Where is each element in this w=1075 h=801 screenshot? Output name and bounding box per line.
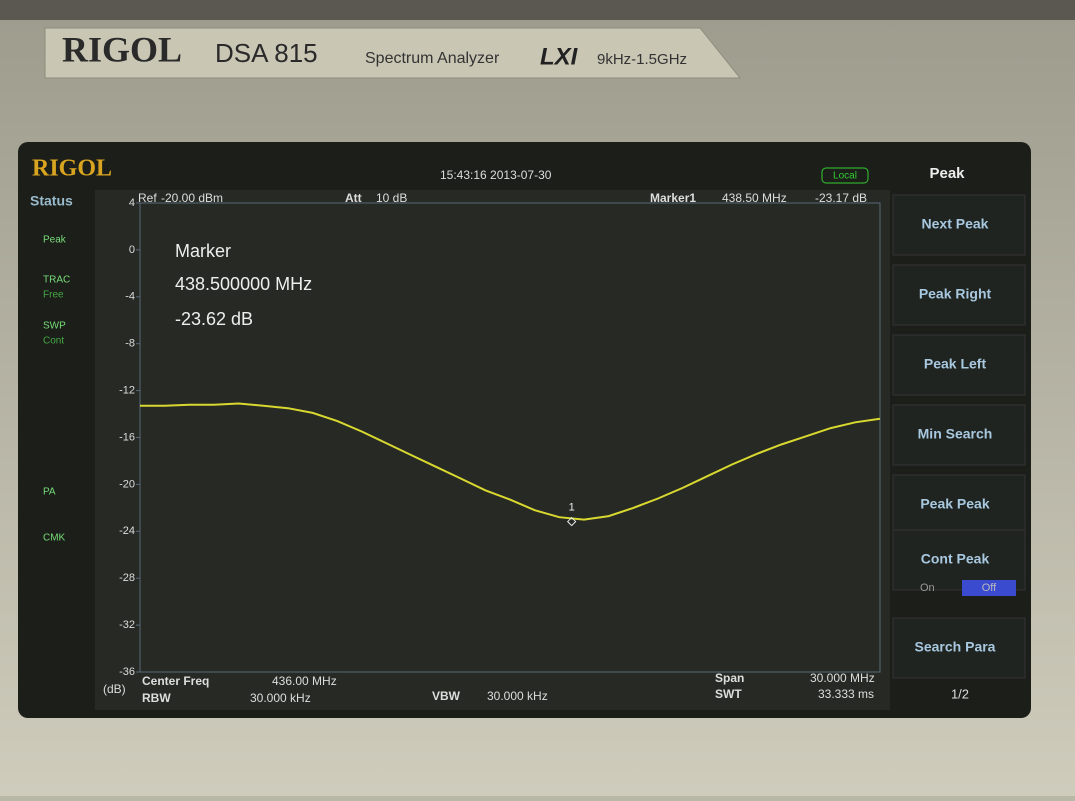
menu-page: 1/2: [951, 686, 969, 701]
softkey-label[interactable]: Search Para: [915, 639, 996, 655]
status-item: Peak: [43, 235, 67, 246]
y-tick-label: 4: [129, 197, 135, 209]
y-tick-label: -8: [125, 338, 135, 350]
y-tick-label: -4: [125, 291, 135, 303]
marker-box-title: Marker: [175, 241, 231, 261]
marker-box-freq: 438.500000 MHz: [175, 274, 312, 294]
marker-box-value: -23.62 dB: [175, 309, 253, 329]
logo: RIGOL: [62, 29, 182, 69]
softkey-label[interactable]: Peak Left: [924, 356, 987, 372]
y-tick-label: 0: [129, 244, 135, 256]
footer-label: Span: [715, 671, 744, 685]
menu-title: Peak: [929, 165, 965, 182]
softkey-label[interactable]: Peak Right: [919, 286, 992, 302]
status-title: Status: [30, 193, 73, 209]
local: Local: [833, 171, 857, 182]
status-item: PA: [43, 487, 56, 498]
analyzer: RIGOL DSA 815 Spectrum Analyzer LXI 9kHz…: [0, 0, 1075, 796]
footer-value: 30.000 MHz: [810, 671, 875, 685]
status-item: TRAC: [43, 275, 70, 286]
y-tick-label: -28: [119, 572, 135, 584]
footer-value: 33.333 ms: [818, 687, 874, 701]
screen-brand: RIGOL: [32, 156, 112, 182]
softkey-label[interactable]: Min Search: [918, 426, 993, 442]
footer-value: 436.00 MHz: [272, 674, 337, 688]
top-edge: [0, 0, 1075, 20]
y-tick-label: -32: [119, 619, 135, 631]
softkey-label[interactable]: Cont Peak: [921, 551, 990, 567]
softkey-label[interactable]: Next Peak: [922, 216, 989, 232]
footer-label: SWT: [715, 687, 742, 701]
toggle-off[interactable]: Off: [982, 582, 997, 594]
footer-value: 30.000 kHz: [487, 689, 548, 703]
model: DSA 815: [215, 38, 318, 68]
y-tick-label: -36: [119, 666, 135, 678]
footer-label: RBW: [142, 691, 171, 705]
y-tick-label: -24: [119, 525, 135, 537]
y-tick-label: -12: [119, 385, 135, 397]
footer-label: VBW: [432, 689, 461, 703]
description: Spectrum Analyzer: [365, 50, 500, 67]
range: 9kHz-1.5GHz: [597, 51, 687, 68]
marker-number: 1: [569, 501, 575, 513]
status-item: Cont: [43, 336, 64, 347]
footer-value: 30.000 kHz: [250, 691, 311, 705]
y-unit: (dB): [103, 682, 126, 696]
y-tick-label: -20: [119, 478, 135, 490]
y-tick-label: -16: [119, 431, 135, 443]
status-item: SWP: [43, 321, 66, 332]
page: RIGOL DSA 815 Spectrum Analyzer LXI 9kHz…: [0, 0, 1075, 796]
softkey-label[interactable]: Peak Peak: [920, 496, 989, 512]
footer-label: Center Freq: [142, 674, 209, 688]
plot-panel: [95, 190, 890, 710]
status-item: CMK: [43, 533, 66, 544]
status-item: Free: [43, 290, 64, 301]
datetime: 15:43:16 2013-07-30: [440, 168, 552, 182]
lxi: LXI: [540, 43, 579, 70]
toggle-on[interactable]: On: [920, 582, 935, 594]
